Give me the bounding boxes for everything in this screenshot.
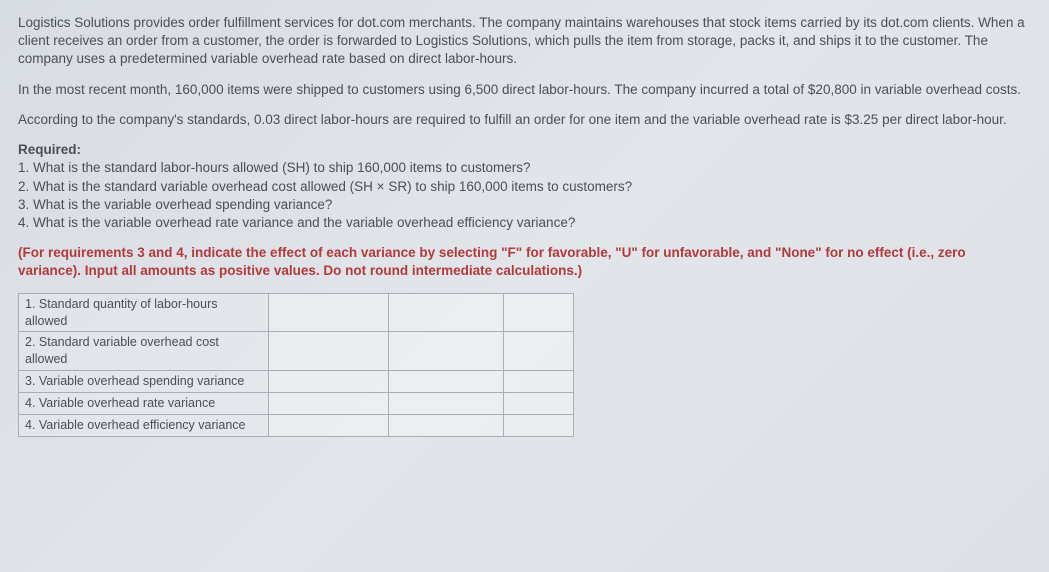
table-row: 1. Standard quantity of labor-hours allo…	[19, 293, 574, 332]
requirement-4: 4. What is the variable overhead rate va…	[18, 214, 1031, 232]
input-cell[interactable]	[389, 293, 504, 332]
row-label-4: 4. Variable overhead rate variance	[19, 393, 269, 415]
input-cell[interactable]	[269, 393, 389, 415]
table-row: 2. Standard variable overhead cost allow…	[19, 332, 574, 371]
input-cell[interactable]	[269, 371, 389, 393]
input-cell[interactable]	[504, 293, 574, 332]
requirement-2: 2. What is the standard variable overhea…	[18, 178, 1031, 196]
input-cell[interactable]	[389, 393, 504, 415]
instruction-note: (For requirements 3 and 4, indicate the …	[18, 244, 1031, 280]
input-cell[interactable]	[504, 332, 574, 371]
paragraph-intro: Logistics Solutions provides order fulfi…	[18, 14, 1031, 69]
input-cell[interactable]	[269, 332, 389, 371]
requirement-3: 3. What is the variable overhead spendin…	[18, 196, 1031, 214]
row-label-3: 3. Variable overhead spending variance	[19, 371, 269, 393]
input-cell[interactable]	[269, 414, 389, 436]
paragraph-standards: According to the company's standards, 0.…	[18, 111, 1031, 129]
input-cell[interactable]	[504, 414, 574, 436]
table-row: 4. Variable overhead efficiency variance	[19, 414, 574, 436]
input-cell[interactable]	[504, 371, 574, 393]
input-cell[interactable]	[389, 371, 504, 393]
row-label-1: 1. Standard quantity of labor-hours allo…	[19, 293, 269, 332]
required-heading: Required:	[18, 141, 1031, 159]
row-label-5: 4. Variable overhead efficiency variance	[19, 414, 269, 436]
row-label-2: 2. Standard variable overhead cost allow…	[19, 332, 269, 371]
requirement-1: 1. What is the standard labor-hours allo…	[18, 159, 1031, 177]
input-cell[interactable]	[269, 293, 389, 332]
table-row: 3. Variable overhead spending variance	[19, 371, 574, 393]
input-cell[interactable]	[389, 332, 504, 371]
input-cell[interactable]	[389, 414, 504, 436]
required-block: Required: 1. What is the standard labor-…	[18, 141, 1031, 232]
answer-table: 1. Standard quantity of labor-hours allo…	[18, 293, 574, 437]
paragraph-data: In the most recent month, 160,000 items …	[18, 81, 1031, 99]
table-row: 4. Variable overhead rate variance	[19, 393, 574, 415]
input-cell[interactable]	[504, 393, 574, 415]
